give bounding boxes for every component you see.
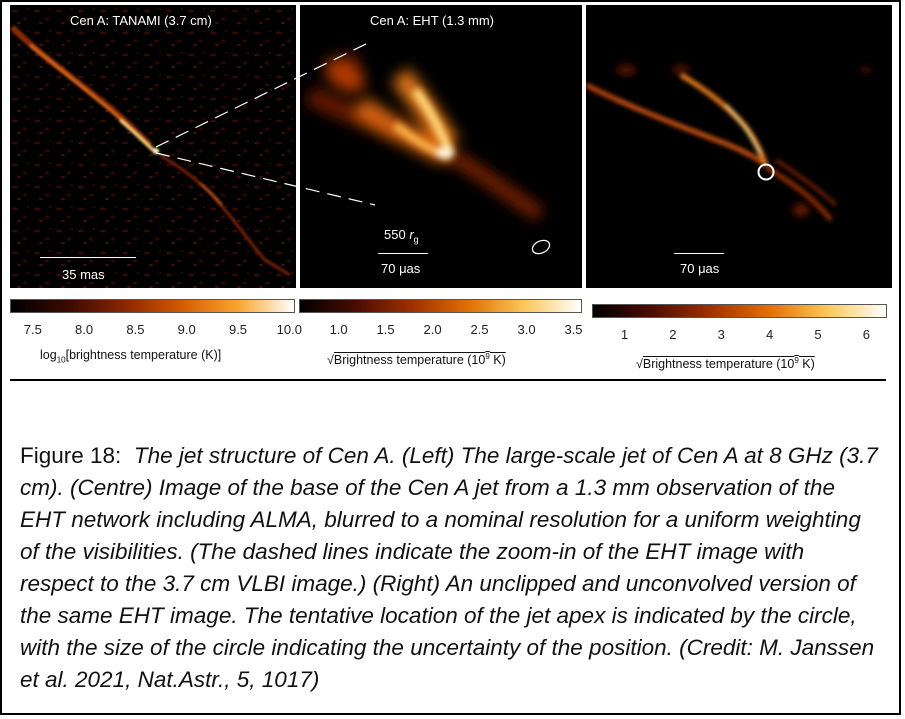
beam-ellipse — [530, 238, 551, 256]
colorbar-label: √Brightness temperature (109 K) — [636, 356, 815, 371]
colorbar-tick: 2.5 — [471, 322, 489, 337]
panel-tanami: Cen A: TANAMI (3.7 cm) 35 mas — [10, 5, 296, 288]
colorbar-tick: 2 — [669, 327, 676, 342]
colorbar-tick: 1.0 — [330, 322, 348, 337]
panel-unconvolved: 70 μas — [586, 5, 892, 288]
colorbar-tick: 3.5 — [564, 322, 582, 337]
scale-label: 70 μas — [381, 261, 420, 276]
colorbar-tick: 4 — [766, 327, 773, 342]
panel-title: Cen A: TANAMI (3.7 cm) — [70, 13, 212, 28]
colorbar-tick: 1.5 — [377, 322, 395, 337]
panel-eht: Cen A: EHT (1.3 mm) 550 rg 70 μas — [300, 5, 582, 288]
scale-label: 70 μas — [680, 261, 719, 276]
colorbar-tanami — [10, 299, 295, 313]
tanami-image — [10, 5, 296, 288]
colorbar-label: log10[brightness temperature (K)] — [40, 348, 221, 365]
colorbar-tick: 3 — [718, 327, 725, 342]
figure-caption: Figure 18: The jet structure of Cen A. (… — [20, 440, 880, 696]
scale-top-label: 550 rg — [384, 227, 419, 245]
colorbar-tick: 6 — [863, 327, 870, 342]
colorbar-label: √Brightness temperature (109 K) — [327, 352, 506, 367]
colorbar-tick: 9.0 — [178, 322, 196, 337]
caption-lead: Figure 18: — [20, 443, 121, 468]
colorbar-tick: 7.5 — [24, 322, 42, 337]
panel-title: Cen A: EHT (1.3 mm) — [370, 13, 494, 28]
unconvolved-image — [586, 5, 892, 288]
colorbar-tick: 10.0 — [277, 322, 302, 337]
colorbar-tick: 8.0 — [75, 322, 93, 337]
scale-bar — [378, 253, 428, 254]
colorbar-tick: 3.0 — [517, 322, 535, 337]
colorbar-tick: 5 — [814, 327, 821, 342]
scale-bar — [40, 257, 136, 258]
colorbar-tick: 2.0 — [424, 322, 442, 337]
caption-body: The jet structure of Cen A. (Left) The l… — [20, 443, 878, 692]
colorbar-tick: 9.5 — [229, 322, 247, 337]
colorbar-eht — [299, 299, 582, 313]
scale-label: 35 mas — [62, 267, 105, 282]
colorbar-unconvolved — [592, 304, 887, 318]
colorbar-tick: 1 — [621, 327, 628, 342]
colorbar-tick: 8.5 — [126, 322, 144, 337]
scale-bar — [674, 253, 724, 254]
eht-image — [300, 5, 582, 288]
